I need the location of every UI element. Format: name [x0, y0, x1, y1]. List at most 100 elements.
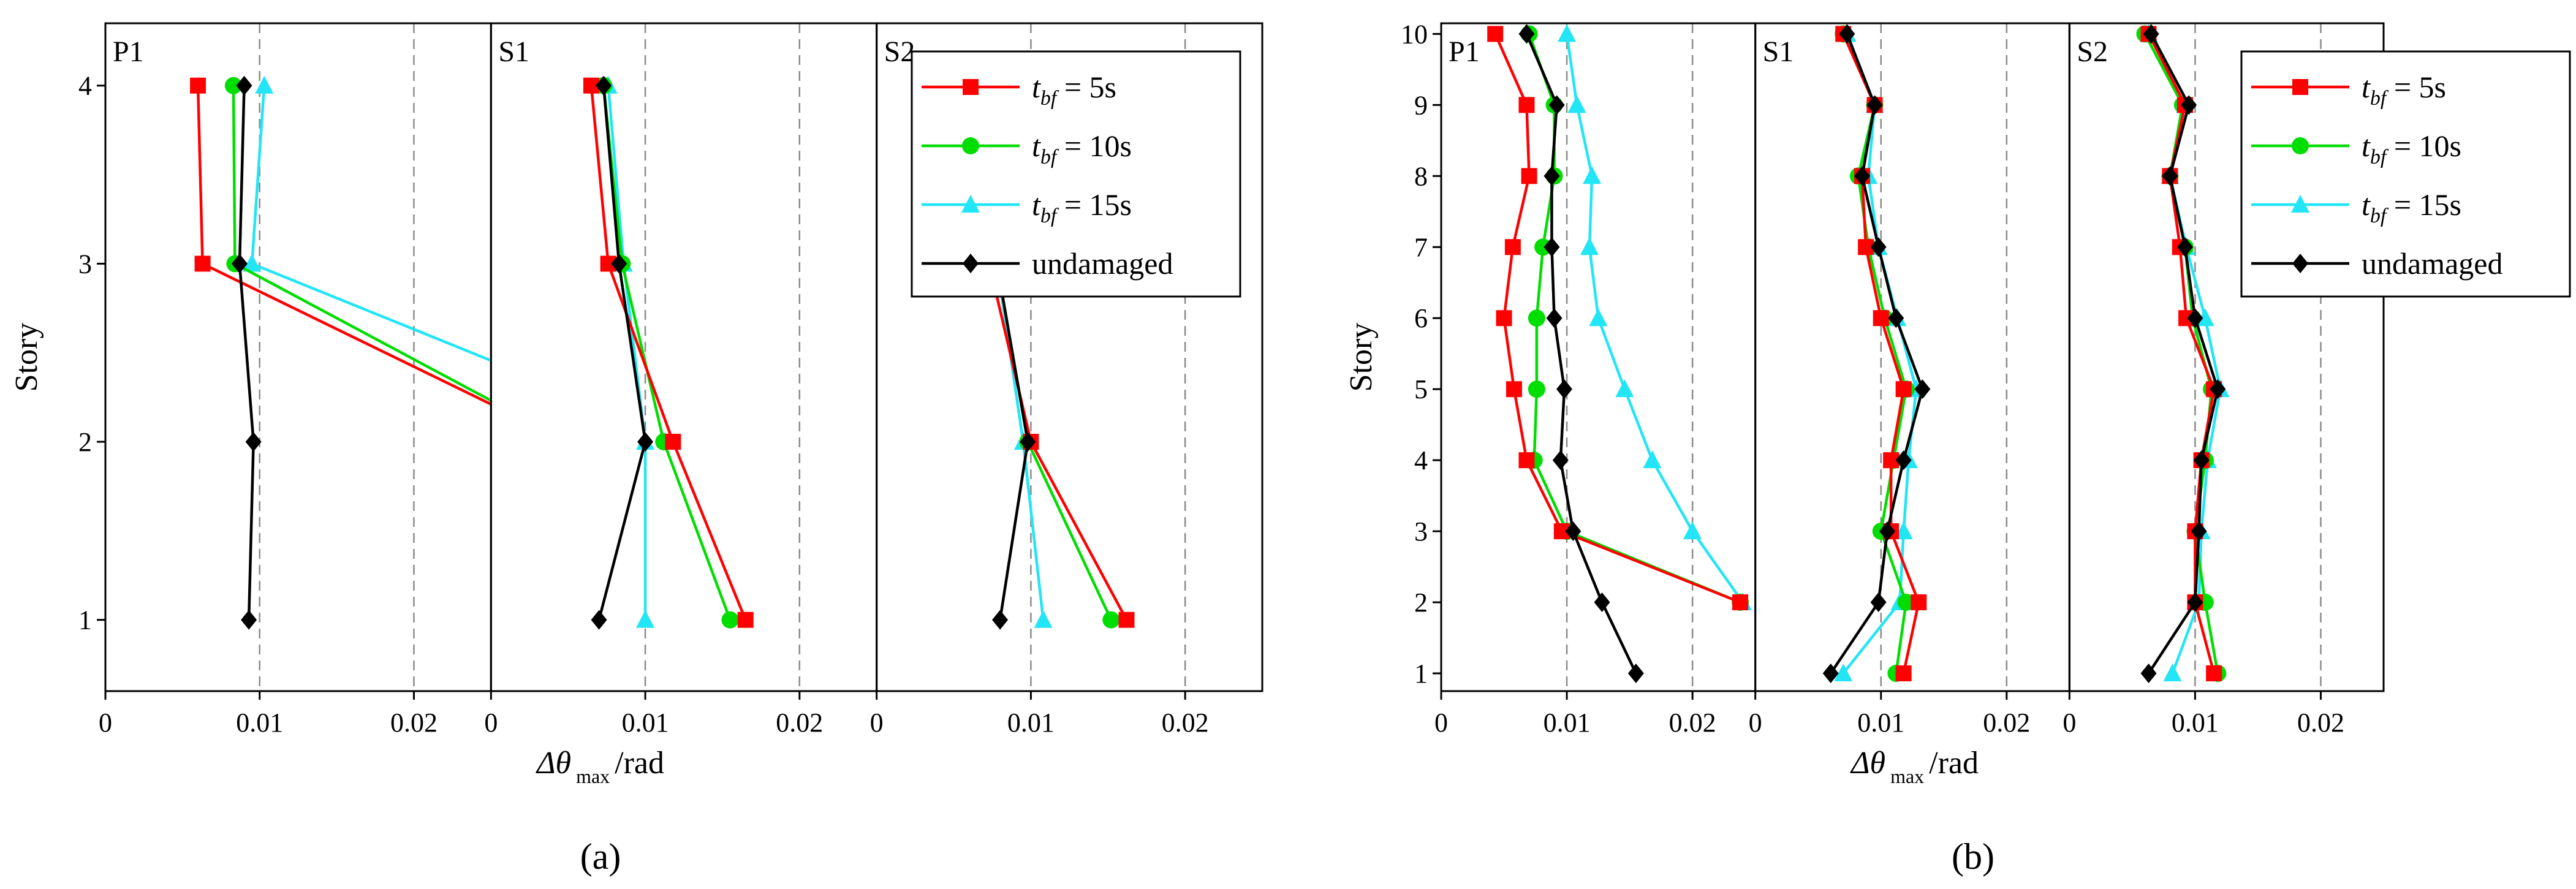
panel-label-s2: S2: [884, 36, 915, 68]
data-point-undamaged-story-1: [241, 610, 257, 630]
series-group: [583, 75, 754, 630]
panel-label-s2: S2: [2077, 36, 2108, 68]
series-line-undamaged: [2147, 33, 2219, 675]
data-point-t-bf-15s-story-3: [1683, 521, 1702, 540]
data-point-undamaged-story-2: [2187, 592, 2203, 613]
data-point-undamaged-story-10: [2143, 24, 2159, 44]
series-line-t-bf-15s: [1842, 33, 1918, 675]
x-tick-label: 0: [870, 708, 884, 738]
x-tick-label: 0.01: [236, 708, 283, 738]
y-tick-label-3: 3: [78, 249, 92, 279]
data-point-undamaged-story-4: [1552, 450, 1569, 471]
data-point-undamaged-story-6: [1888, 308, 1904, 328]
data-point-t-bf-15s-story-8: [1583, 166, 1602, 184]
data-point-undamaged-story-8: [2162, 166, 2178, 186]
x-tick-label: 0.02: [776, 708, 823, 738]
y-tick-label-7: 7: [1414, 232, 1428, 262]
panel-s2: 0 0.01 0.02 S2: [2063, 22, 2385, 738]
legend-label-3: tbf = 15s: [2362, 187, 2461, 227]
series-line-undamaged: [1829, 33, 1924, 675]
y-tick-label-1: 1: [78, 605, 92, 635]
legend: tbf = 5s tbf = 10s tbf = 15s undamaged: [2240, 50, 2571, 298]
y-tick-label-4: 4: [78, 71, 92, 101]
data-point-undamaged-story-3: [2191, 521, 2207, 542]
x-tick-label: 0: [2063, 708, 2076, 738]
panel-label-p1: P1: [1449, 36, 1480, 68]
panel-frame: [104, 22, 492, 692]
data-point-t-bf-15s-story-1: [636, 610, 655, 628]
series-line-t-bf-15s: [607, 85, 647, 620]
data-point-undamaged-story-3: [1565, 521, 1582, 542]
data-point-t-bf-15s-story-10: [1558, 24, 1577, 42]
x-tick-label: 0.01: [2172, 708, 2219, 738]
data-point-undamaged-story-10: [1518, 24, 1535, 44]
y-tick-label-1: 1: [1414, 659, 1428, 689]
legend: tbf = 5s tbf = 10s tbf = 15s undamaged: [911, 50, 1241, 298]
data-point-t-bf-10s-story-6: [1528, 309, 1545, 327]
chart-b: 1 2 3 4 5 6 7 8 9 10 0 0.01 0.02 P1 0 0.01 0.02 S1 0 0.01 0.…: [1344, 19, 2571, 787]
y-tick-label-8: 8: [1414, 161, 1428, 191]
data-point-t-bf-5s-story-2: [665, 434, 681, 450]
y-tick-label-10: 10: [1401, 19, 1428, 49]
data-point-t-bf-15s-story-3: [1894, 521, 1913, 540]
data-point-undamaged-story-9: [2181, 95, 2197, 115]
data-point-t-bf-5s-story-4: [190, 77, 206, 94]
legend-label-2: tbf = 10s: [1032, 129, 1132, 168]
legend-label-4: undamaged: [2362, 246, 2502, 281]
data-point-undamaged-story-5: [2210, 379, 2226, 399]
legend-marker-1: [963, 79, 979, 95]
caption-a: (a): [580, 836, 621, 877]
data-point-undamaged-story-1: [992, 610, 1009, 630]
data-point-t-bf-5s-story-3: [194, 255, 211, 272]
data-point-undamaged-story-5: [1556, 379, 1572, 399]
data-point-t-bf-5s-story-1: [1118, 611, 1135, 628]
panel-frame: [2068, 22, 2385, 692]
data-point-undamaged-story-6: [1546, 308, 1563, 328]
y-tick-label-5: 5: [1414, 374, 1428, 404]
panel-frame: [876, 22, 1263, 692]
x-tick-label: 0.02: [2297, 708, 2344, 738]
panel-label-s1: S1: [1763, 36, 1794, 68]
series-line-t-bf-15s: [2147, 33, 2222, 674]
series-line-undamaged: [238, 85, 255, 620]
data-point-undamaged-story-9: [1866, 95, 1883, 115]
legend-label-1: tbf = 5s: [1032, 70, 1116, 110]
x-tick-label: 0.01: [1007, 708, 1055, 738]
chart-a: 1 2 3 4 0 0.01 0.02 P1 0 0.01 0.02 S1 0 0.01 0.02 S2 Δθ …: [9, 22, 1263, 787]
panel-frame: [1754, 22, 2070, 692]
series-line-t-bf-5s: [2147, 33, 2216, 674]
data-point-t-bf-5s-story-2: [1732, 594, 1749, 611]
legend-label-1: tbf = 5s: [2362, 70, 2446, 110]
y-tick-label-3: 3: [1414, 516, 1428, 547]
data-point-t-bf-5s-story-6: [1496, 310, 1512, 327]
data-point-t-bf-10s-story-1: [721, 611, 739, 629]
series-line-t-bf-10s: [602, 85, 732, 621]
data-point-t-bf-15s-story-1: [2163, 664, 2182, 682]
series-group: [1822, 24, 1931, 684]
x-tick-label: 0: [484, 708, 498, 738]
data-point-undamaged-story-10: [1839, 24, 1855, 44]
data-point-t-bf-5s-story-5: [1895, 381, 1912, 398]
data-point-undamaged-story-2: [637, 432, 654, 452]
panel-frame: [490, 22, 878, 692]
legend-marker-2: [962, 137, 979, 154]
data-point-t-bf-15s-story-7: [1580, 237, 1599, 255]
x-tick-label: 0.02: [1669, 708, 1716, 738]
x-tick-label: 0: [99, 708, 112, 738]
legend-marker-3: [961, 195, 980, 213]
x-tick-label: 0.01: [1857, 708, 1904, 738]
caption-b: (b): [1952, 836, 1995, 877]
series-group: [2136, 24, 2230, 684]
data-point-undamaged-story-1: [1822, 664, 1839, 684]
series-line-t-bf-10s: [1842, 33, 1908, 674]
data-point-undamaged-story-8: [1854, 166, 1870, 186]
x-axis-title: Δθ max /rad: [1850, 746, 1979, 787]
legend-marker-1: [2292, 79, 2308, 95]
data-point-undamaged-story-4: [1895, 450, 1912, 471]
data-point-undamaged-story-7: [1870, 237, 1887, 257]
data-point-t-bf-15s-story-1: [1834, 664, 1853, 682]
panel-p1: 0 0.01 0.02 P1: [99, 22, 492, 738]
x-tick-label: 0.02: [1983, 708, 2030, 738]
data-point-undamaged-story-1: [591, 610, 607, 630]
x-tick-label: 0.02: [1162, 708, 1209, 738]
